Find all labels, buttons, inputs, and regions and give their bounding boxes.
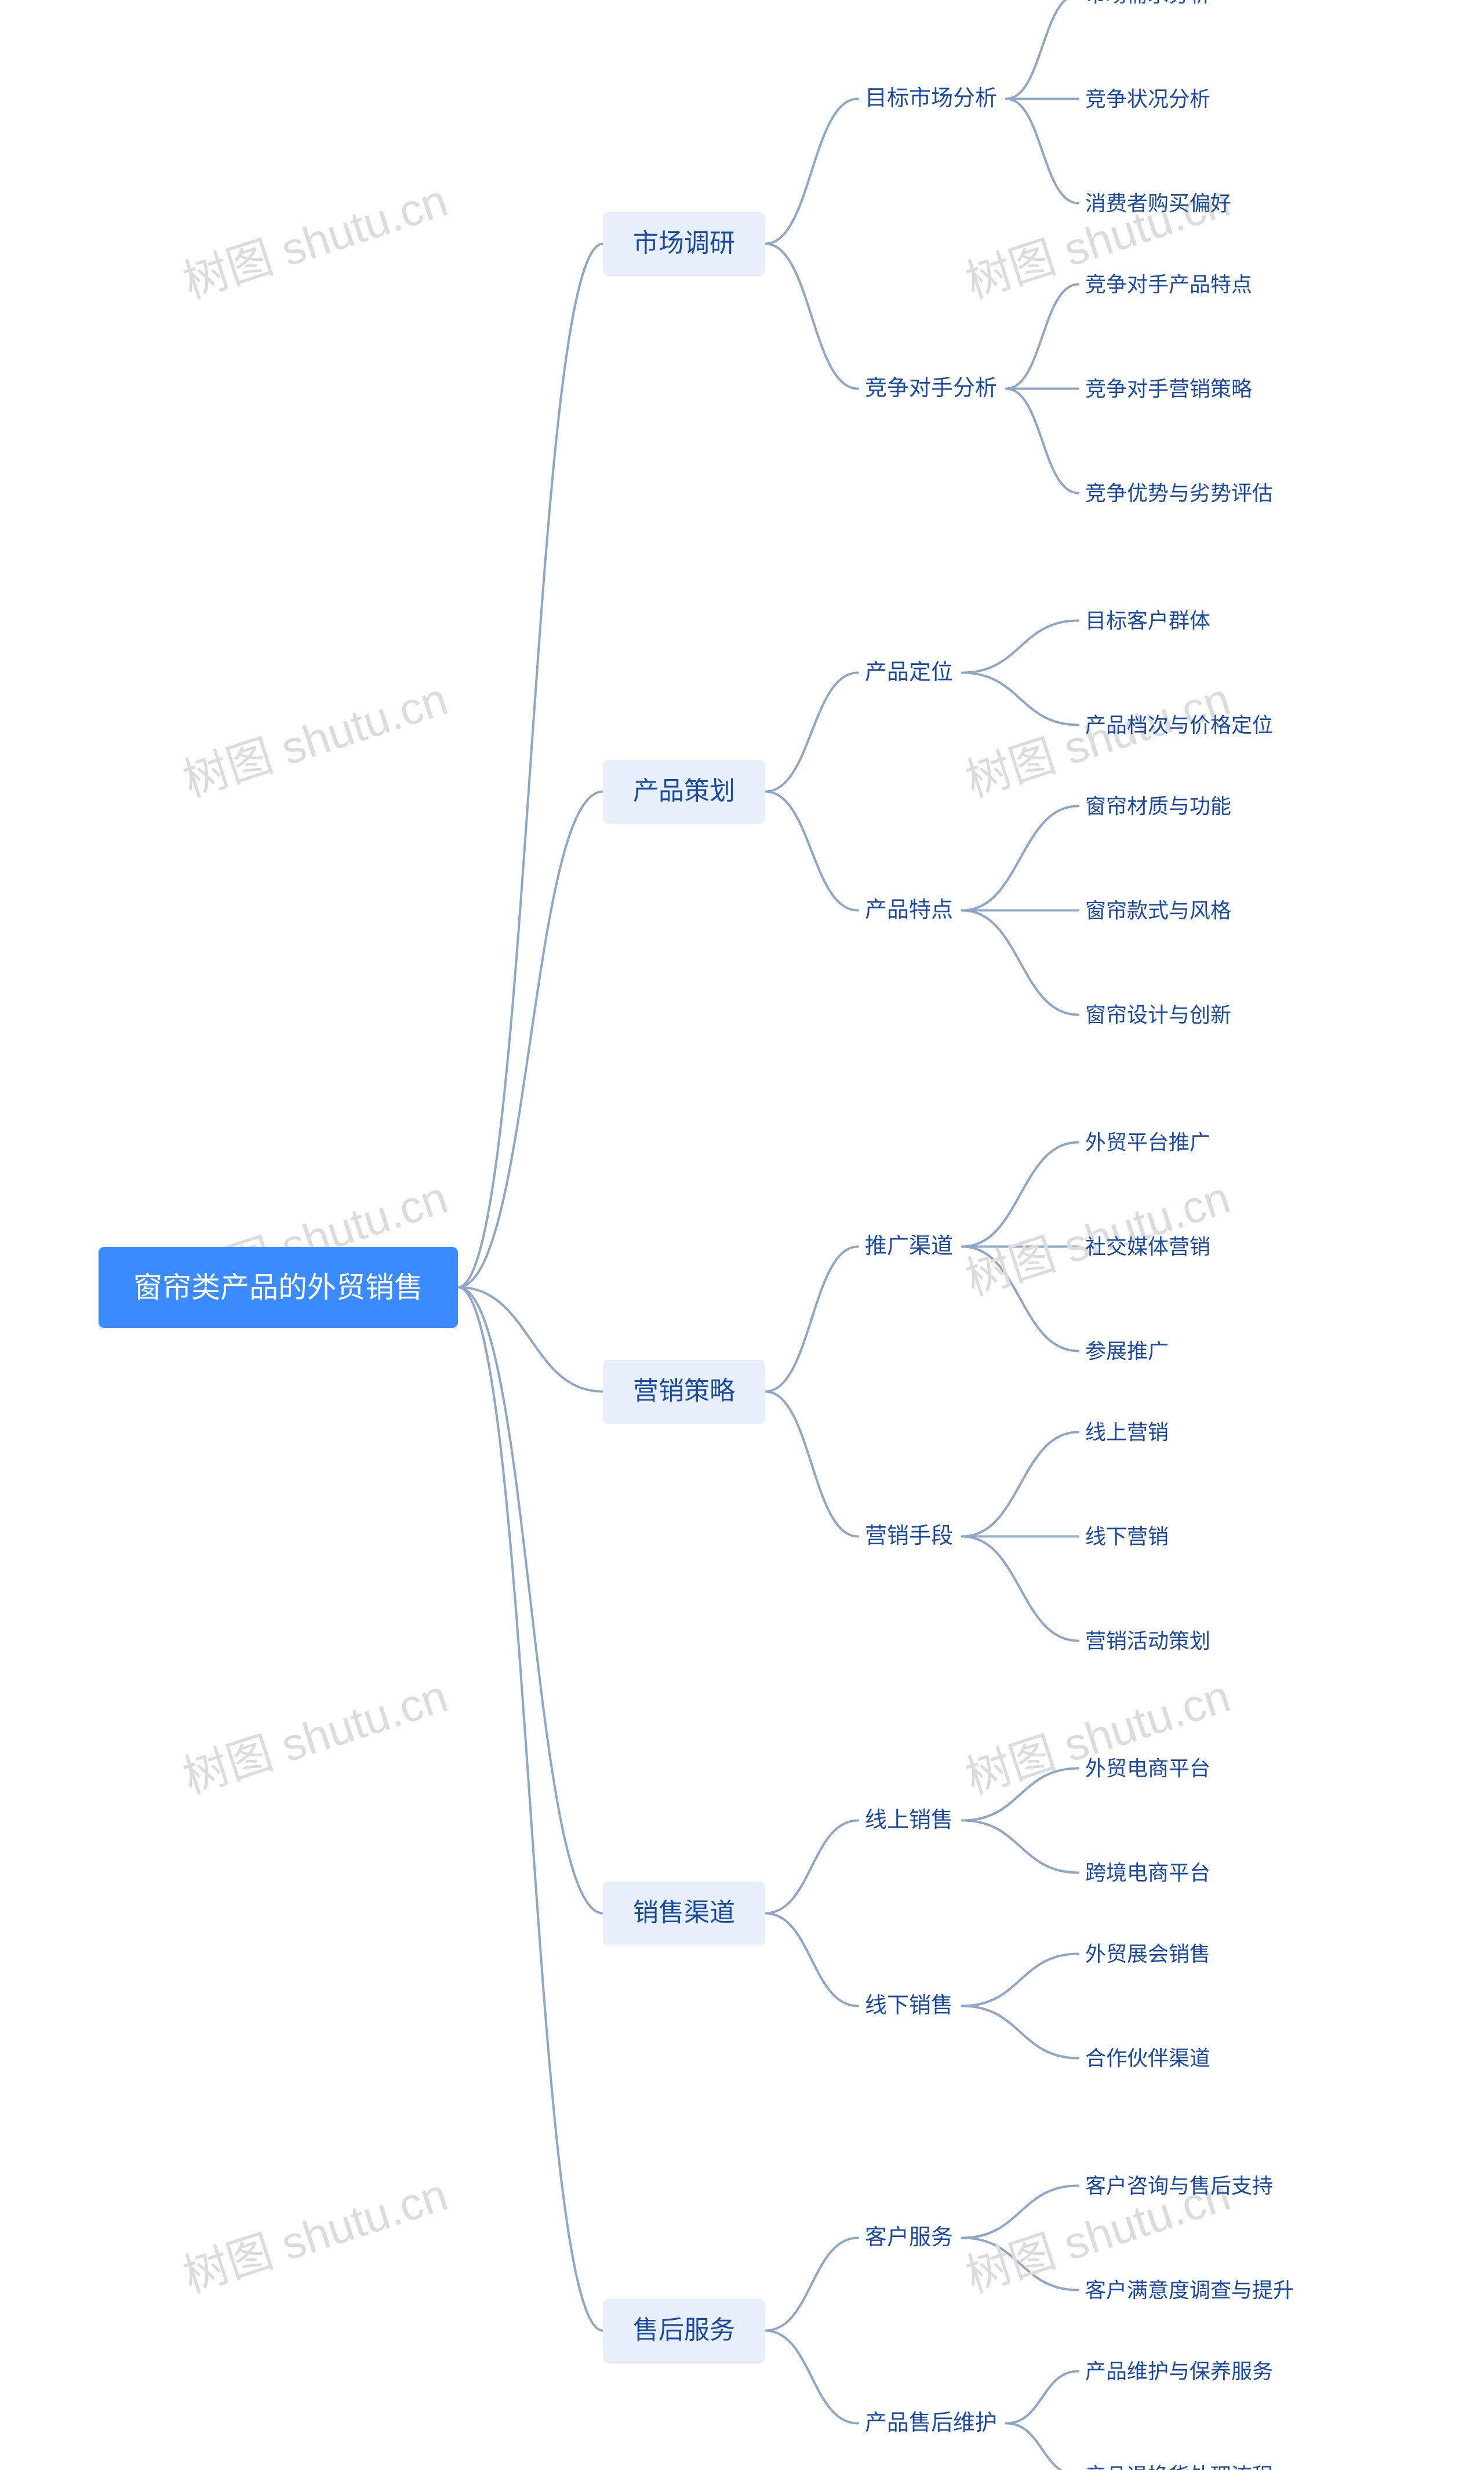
mindmap-subtopic: 客户服务 [863, 2223, 955, 2253]
mindmap-leaf: 跨境电商平台 [1083, 1858, 1213, 1887]
mindmap-leaf: 客户满意度调查与提升 [1083, 2276, 1296, 2305]
mindmap-leaf: 市场需求分析 [1083, 0, 1213, 9]
mindmap-subtopic: 产品特点 [863, 896, 955, 926]
mindmap-subtopic: 目标市场分析 [863, 84, 999, 114]
mindmap-root: 窗帘类产品的外贸销售 [99, 1247, 458, 1328]
mindmap-leaf: 产品退换货处理流程 [1083, 2461, 1275, 2470]
mindmap-leaf: 目标客户群体 [1083, 606, 1213, 635]
mindmap-subtopic: 推广渠道 [863, 1232, 955, 1262]
mindmap-leaf: 参展推广 [1083, 1337, 1171, 1366]
mindmap-branch: 市场调研 [603, 212, 765, 276]
mindmap-branch: 营销策略 [603, 1360, 765, 1424]
mindmap-leaf: 窗帘设计与创新 [1083, 1001, 1234, 1030]
mindmap-stage: 树图 shutu.cn 树图 shutu.cn 树图 shutu.cn 树图 shut… [0, 0, 1484, 2470]
mindmap-leaf: 外贸平台推广 [1083, 1128, 1213, 1157]
mindmap-leaf: 竞争对手营销策略 [1083, 374, 1254, 403]
mindmap-leaf: 线下营销 [1083, 1522, 1171, 1551]
mindmap-leaf: 竞争优势与劣势评估 [1083, 479, 1275, 508]
mindmap-subtopic: 产品售后维护 [863, 2409, 999, 2439]
mindmap-leaf: 产品维护与保养服务 [1083, 2357, 1275, 2386]
watermark: 树图 shutu.cn [956, 1660, 1237, 1807]
mindmap-leaf: 外贸展会销售 [1083, 1940, 1213, 1969]
mindmap-subtopic: 营销手段 [863, 1522, 955, 1552]
watermark: 树图 shutu.cn [174, 165, 454, 311]
mindmap-leaf: 竞争状况分析 [1083, 85, 1213, 114]
mindmap-leaf: 社交媒体营销 [1083, 1232, 1213, 1261]
mindmap-leaf: 客户咨询与售后支持 [1083, 2171, 1275, 2200]
mindmap-leaf: 外贸电商平台 [1083, 1754, 1213, 1783]
watermark: 树图 shutu.cn [174, 1660, 454, 1807]
mindmap-leaf: 窗帘款式与风格 [1083, 896, 1234, 925]
mindmap-leaf: 线上营销 [1083, 1418, 1171, 1447]
mindmap-branch: 产品策划 [603, 760, 765, 824]
mindmap-subtopic: 产品定位 [863, 658, 955, 688]
mindmap-leaf: 营销活动策划 [1083, 1627, 1213, 1656]
mindmap-subtopic: 竞争对手分析 [863, 374, 999, 404]
mindmap-leaf: 窗帘材质与功能 [1083, 792, 1234, 821]
mindmap-leaf: 竞争对手产品特点 [1083, 270, 1254, 299]
mindmap-leaf: 消费者购买偏好 [1083, 189, 1234, 218]
mindmap-leaf: 产品档次与价格定位 [1083, 711, 1275, 740]
mindmap-leaf: 合作伙伴渠道 [1083, 2044, 1213, 2073]
mindmap-subtopic: 线上销售 [863, 1806, 955, 1836]
mindmap-subtopic: 线下销售 [863, 1991, 955, 2021]
watermark: 树图 shutu.cn [174, 663, 454, 810]
mindmap-branch: 售后服务 [603, 2299, 765, 2363]
watermark: 树图 shutu.cn [174, 2159, 454, 2305]
mindmap-branch: 销售渠道 [603, 1882, 765, 1945]
